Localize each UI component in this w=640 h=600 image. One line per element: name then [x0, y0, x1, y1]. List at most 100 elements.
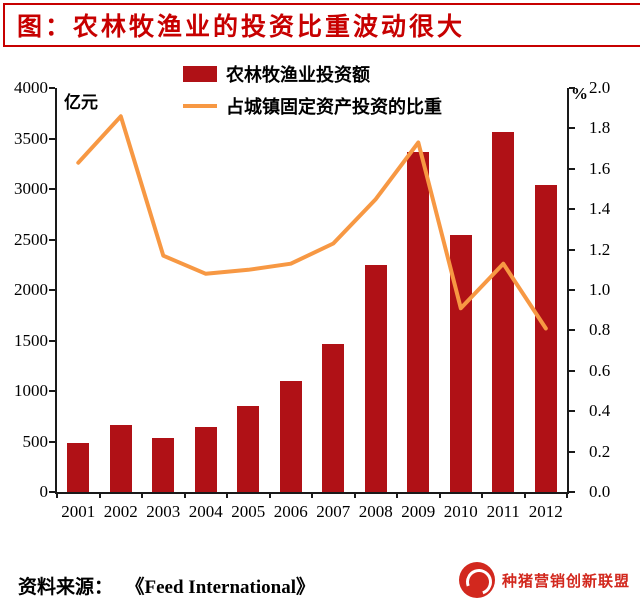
x-axis-label: 2005: [231, 502, 266, 521]
bar-2006: [279, 380, 302, 492]
x-axis-label: 2010: [443, 502, 478, 521]
legend-line-swatch: [183, 104, 217, 108]
y-tick-right: [569, 329, 575, 332]
x-axis-label: 2003: [146, 502, 181, 521]
legend-bar-swatch: [183, 66, 217, 82]
y-axis-left: 4000 3500 3000 2500 2000 1500 1000 500 0: [0, 78, 49, 501]
y-tick-left: [49, 390, 55, 392]
bar-2011: [492, 132, 515, 492]
y-axis-right-label: 1.6: [589, 158, 611, 178]
watermark: 种猪营销创新联盟: [455, 557, 638, 600]
left-axis-line: [55, 88, 57, 492]
y-axis-left-label: 1000: [14, 381, 48, 400]
x-tick: [183, 492, 186, 498]
x-axis-label: 2012: [528, 502, 563, 521]
left-axis-unit: 亿元: [64, 93, 98, 112]
bar-2005: [237, 406, 260, 492]
legend-item-bars: 农林牧渔业投资额: [183, 62, 442, 86]
y-axis-right-label: 2.0: [589, 78, 611, 97]
bar-2009: [407, 151, 430, 492]
x-axis-label: 2006: [273, 502, 308, 521]
y-tick-right: [569, 369, 575, 372]
trend-line: [76, 114, 548, 331]
bar-2007: [322, 343, 345, 492]
y-axis-left-label: 3000: [14, 179, 48, 198]
y-axis-left-label: 2500: [14, 229, 48, 249]
x-axis-label: 2004: [188, 502, 223, 521]
x-tick: [396, 492, 398, 498]
y-axis-right-label: 1.8: [589, 118, 611, 138]
y-tick-right: [569, 87, 575, 89]
y-axis-right-label: 0.6: [589, 360, 611, 380]
bar-2003: [152, 438, 175, 492]
x-tick: [98, 492, 101, 498]
x-axis-label: 2011: [486, 502, 520, 521]
watermark-text: 种猪营销创新联盟: [501, 572, 630, 590]
y-tick-left: [49, 289, 55, 291]
x-tick: [353, 492, 356, 498]
x-axis-label: 2002: [103, 502, 138, 521]
legend-line-label: 占城镇固定资产投资的比重: [226, 97, 442, 117]
y-axis-left-label: 500: [22, 431, 49, 451]
bar-2001: [67, 442, 90, 492]
legend: 农林牧渔业投资额 占城镇固定资产投资的比重: [183, 62, 442, 126]
legend-item-line: 占城镇固定资产投资的比重: [183, 94, 442, 118]
bar-2002: [109, 425, 132, 492]
x-tick: [566, 492, 568, 498]
y-axis-right-label: 0.0: [589, 482, 611, 501]
watermark-logo-icon: [458, 562, 495, 598]
y-axis-right-label: 1.2: [589, 239, 611, 259]
y-tick-right: [569, 248, 575, 251]
bar-2012: [534, 184, 557, 492]
y-tick-right: [569, 208, 575, 211]
y-tick-right: [569, 127, 575, 130]
x-tick: [226, 492, 228, 498]
bar-2008: [364, 264, 387, 492]
x-tick: [481, 492, 483, 498]
y-tick-left: [49, 339, 55, 342]
y-axis-right-label: 1.0: [589, 280, 611, 299]
source-text: 《Feed International》: [135, 577, 315, 598]
x-tick: [523, 492, 526, 498]
y-axis-right-label: 0.8: [589, 320, 611, 340]
y-tick-left: [49, 238, 55, 241]
y-axis-left-label: 1500: [14, 330, 48, 350]
x-axis: 2001 2002 2003 2004 2005 2006 2007 2008 2009 2010…: [57, 500, 567, 526]
x-axis-label: 2008: [358, 502, 393, 521]
y-tick-left: [49, 137, 55, 140]
y-axis-left-label: 2000: [14, 280, 48, 299]
y-axis-right-label: 0.2: [589, 441, 611, 461]
y-axis-right-label: 1.4: [589, 199, 611, 219]
x-tick: [268, 492, 271, 498]
y-tick-right: [569, 289, 575, 291]
y-tick-right: [569, 491, 575, 493]
title-box: 图：农林牧渔业的投资比重波动很大: [3, 3, 640, 47]
y-tick-left: [49, 87, 55, 89]
x-axis-label: 2007: [316, 502, 351, 521]
source-line: 资料来源： 《Feed International》: [18, 572, 315, 599]
x-axis-label: 2009: [401, 502, 436, 521]
x-axis-label: 2001: [61, 502, 96, 521]
y-axis-left-label: 0: [39, 482, 49, 501]
y-tick-left: [49, 440, 55, 443]
source-label: 资料来源：: [18, 577, 114, 598]
x-tick: [141, 492, 143, 498]
bars-layer: [57, 88, 567, 492]
y-axis-left-label: 4000: [14, 78, 48, 97]
y-tick-left: [49, 491, 55, 493]
x-tick: [438, 492, 441, 498]
y-tick-right: [569, 167, 575, 170]
y-tick-right: [569, 410, 575, 413]
y-tick-right: [569, 450, 575, 453]
right-axis-unit: %: [571, 84, 588, 103]
y-axis-left-label: 3500: [14, 128, 48, 148]
y-axis-right-label: 0.4: [589, 401, 611, 421]
legend-bar-label: 农林牧渔业投资额: [226, 65, 370, 85]
bar-2004: [194, 427, 217, 492]
y-tick-left: [49, 188, 55, 190]
line-layer: [76, 114, 548, 331]
x-tick: [56, 492, 58, 498]
x-tick: [311, 492, 313, 498]
page-title: 图：农林牧渔业的投资比重波动很大: [17, 13, 466, 41]
